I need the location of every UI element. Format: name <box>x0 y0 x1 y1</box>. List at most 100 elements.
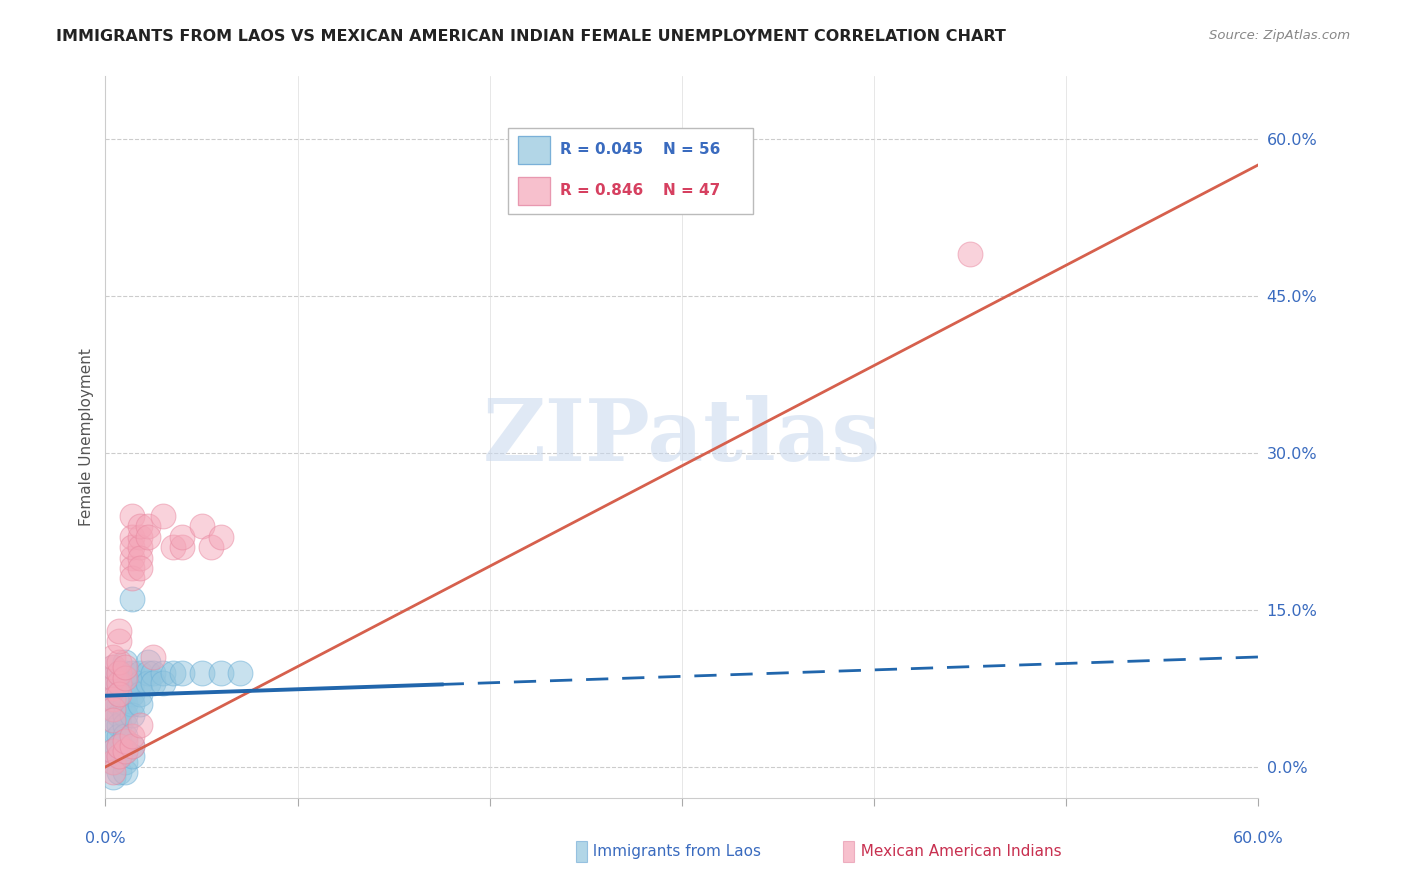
Point <box>121 739 143 753</box>
Point <box>101 650 124 665</box>
FancyBboxPatch shape <box>508 128 754 213</box>
Point <box>172 530 194 544</box>
Point <box>108 687 131 701</box>
Point <box>114 744 136 758</box>
Point <box>108 749 131 764</box>
Point <box>101 713 124 727</box>
Point <box>200 540 222 554</box>
Point <box>129 718 152 732</box>
Point <box>129 687 152 701</box>
Point <box>121 550 143 565</box>
Point <box>129 676 152 690</box>
Point <box>121 739 143 753</box>
Point <box>121 729 143 743</box>
Point <box>114 660 136 674</box>
Point <box>152 665 174 680</box>
Text: 0.0%: 0.0% <box>86 830 125 846</box>
Point <box>101 755 124 769</box>
Point <box>108 665 131 680</box>
Point <box>101 744 124 758</box>
Text: Mexican American Indians: Mexican American Indians <box>851 845 1062 859</box>
Point <box>121 676 143 690</box>
Point <box>114 676 136 690</box>
Y-axis label: Female Unemployment: Female Unemployment <box>79 348 94 526</box>
Point <box>121 508 143 523</box>
Point <box>108 634 131 648</box>
Point <box>121 540 143 554</box>
Point <box>101 691 124 706</box>
Point <box>101 771 124 785</box>
Point <box>101 765 124 780</box>
Point <box>108 676 131 690</box>
Point <box>121 665 143 680</box>
Point <box>101 744 124 758</box>
Point <box>101 660 124 674</box>
Point <box>101 681 124 696</box>
Point <box>121 707 143 722</box>
Text: N = 56: N = 56 <box>662 142 720 157</box>
Bar <box>517 178 550 205</box>
Point <box>101 671 124 685</box>
Point <box>121 571 143 585</box>
Point <box>136 665 159 680</box>
Point <box>121 561 143 575</box>
Point <box>136 519 159 533</box>
Point <box>101 681 124 696</box>
Bar <box>517 136 550 164</box>
Point <box>101 671 124 685</box>
Point <box>190 519 212 533</box>
Point <box>108 718 131 732</box>
Point <box>129 540 152 554</box>
Point <box>101 660 124 674</box>
Point <box>108 665 131 680</box>
Point <box>114 729 136 743</box>
Point <box>129 530 152 544</box>
Point <box>114 733 136 747</box>
Text: R = 0.846: R = 0.846 <box>560 183 643 198</box>
Point <box>172 665 194 680</box>
Point <box>108 687 131 701</box>
Point <box>108 739 131 753</box>
Point <box>108 765 131 780</box>
Point <box>101 702 124 716</box>
Point <box>114 755 136 769</box>
Point <box>959 247 981 261</box>
Point <box>121 592 143 607</box>
Text: R = 0.045: R = 0.045 <box>560 142 643 157</box>
Point <box>121 749 143 764</box>
Point <box>136 655 159 669</box>
Point <box>229 665 252 680</box>
Point <box>209 665 232 680</box>
Point <box>114 765 136 780</box>
Bar <box>517 136 550 164</box>
Point <box>114 671 136 685</box>
Point <box>108 624 131 638</box>
Point <box>114 744 136 758</box>
Point <box>114 718 136 732</box>
Point <box>121 530 143 544</box>
Point <box>101 733 124 747</box>
Point <box>190 665 212 680</box>
Point <box>101 702 124 716</box>
Point <box>129 550 152 565</box>
Point <box>101 723 124 738</box>
Point <box>172 540 194 554</box>
Point <box>101 755 124 769</box>
Point <box>152 676 174 690</box>
Point <box>114 707 136 722</box>
Point <box>114 655 136 669</box>
Point <box>129 519 152 533</box>
Point <box>114 665 136 680</box>
Point <box>136 530 159 544</box>
Point <box>108 655 131 669</box>
Point <box>114 687 136 701</box>
Point <box>108 749 131 764</box>
Point <box>142 676 165 690</box>
Point <box>101 691 124 706</box>
Point <box>152 508 174 523</box>
Point <box>209 530 232 544</box>
Point <box>162 540 184 554</box>
Point <box>101 713 124 727</box>
Point <box>136 676 159 690</box>
Point <box>114 697 136 711</box>
